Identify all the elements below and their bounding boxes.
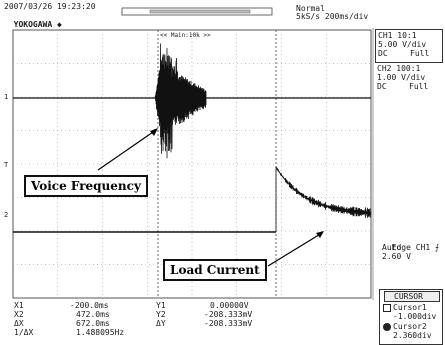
rising-edge-icon: ⨍ bbox=[430, 243, 440, 252]
ch1-bandwidth: Full bbox=[410, 49, 430, 58]
dx-label: ΔX bbox=[14, 319, 24, 328]
ch1-scale: 5.00 V/div bbox=[378, 40, 427, 49]
ch2-name: CH2 100:1 bbox=[377, 64, 421, 73]
y1-value: 0.00000V bbox=[210, 301, 249, 310]
cursor1-label: Cursor1 bbox=[393, 303, 427, 312]
trigger-level-marker: T bbox=[4, 161, 9, 169]
trigger-level: 2.60 V bbox=[382, 252, 411, 261]
trigger-type: Edge CH1 ⨍ bbox=[382, 234, 440, 252]
load-current-waveform bbox=[275, 166, 372, 232]
ch2-scale: 1.00 V/div bbox=[377, 73, 426, 82]
graticule bbox=[13, 30, 371, 298]
brand-label: YOKOGAWA ◆ bbox=[4, 11, 62, 29]
dy-value: -208.333mV bbox=[204, 319, 253, 328]
load-arrow-head bbox=[316, 231, 324, 238]
ch1-voice-burst bbox=[154, 43, 207, 159]
ch1-name: CH1 10:1 bbox=[378, 31, 417, 40]
brand-text: YOKOGAWA bbox=[13, 20, 53, 29]
voice-burst-waveform bbox=[154, 43, 207, 159]
trigger-type-text: Edge CH1 bbox=[391, 243, 431, 252]
diamond-icon: ◆ bbox=[52, 20, 62, 29]
voice-arrow-head bbox=[150, 128, 158, 136]
cursor1-checkbox[interactable] bbox=[383, 304, 391, 312]
x1-label: X1 bbox=[14, 301, 24, 310]
cursor-panel-header bbox=[384, 291, 440, 302]
x1-value: -200.0ms bbox=[70, 301, 109, 310]
inv-dx-value: 1.488095Hz bbox=[76, 328, 125, 337]
y1-label: Y1 bbox=[156, 301, 166, 310]
cursor-panel[interactable]: CURSOR Cursor1 -1.000div Cursor2 2.360di… bbox=[379, 289, 443, 345]
ch2-load-current-trace bbox=[275, 166, 372, 232]
record-window bbox=[149, 9, 251, 14]
ch1-coupling: DC bbox=[378, 49, 388, 58]
datetime-label: 2007/03/26 19:23:20 bbox=[4, 2, 96, 11]
dy-label: ΔY bbox=[156, 319, 166, 328]
y2-label: Y2 bbox=[156, 310, 166, 319]
cursor2-value: 2.360div bbox=[393, 331, 432, 340]
main-label: << Main:10k >> bbox=[160, 32, 211, 39]
trigger-mode-label: Normal bbox=[296, 4, 325, 13]
x2-label: X2 bbox=[14, 310, 24, 319]
voice-arrow bbox=[97, 129, 157, 171]
voice-frequency-callout: Voice Frequency bbox=[24, 175, 148, 197]
cursor2-radio[interactable] bbox=[383, 323, 391, 331]
ch2-marker: 2 bbox=[4, 211, 8, 219]
cursor-panel-title: CURSOR bbox=[394, 292, 423, 301]
ch2-bandwidth: Full bbox=[409, 82, 429, 91]
cursor1-value: -1.000div bbox=[393, 312, 437, 321]
load-current-callout: Load Current bbox=[163, 259, 267, 281]
y2-value: -208.333mV bbox=[204, 310, 253, 319]
cursor2-label: Cursor2 bbox=[393, 322, 427, 331]
sample-rate-label: 5kS/s 200ms/div bbox=[296, 12, 369, 21]
x2-value: 472.0ms bbox=[76, 310, 110, 319]
ch2-coupling: DC bbox=[377, 82, 387, 91]
trigger-mode: Auto bbox=[382, 243, 402, 252]
load-arrow bbox=[267, 232, 323, 267]
dx-value: 672.0ms bbox=[76, 319, 110, 328]
inv-dx-label: 1/ΔX bbox=[14, 328, 34, 337]
ch1-info-panel[interactable]: CH1 10:1 5.00 V/div DC Full bbox=[375, 29, 443, 63]
ch1-marker: 1 bbox=[4, 93, 8, 101]
